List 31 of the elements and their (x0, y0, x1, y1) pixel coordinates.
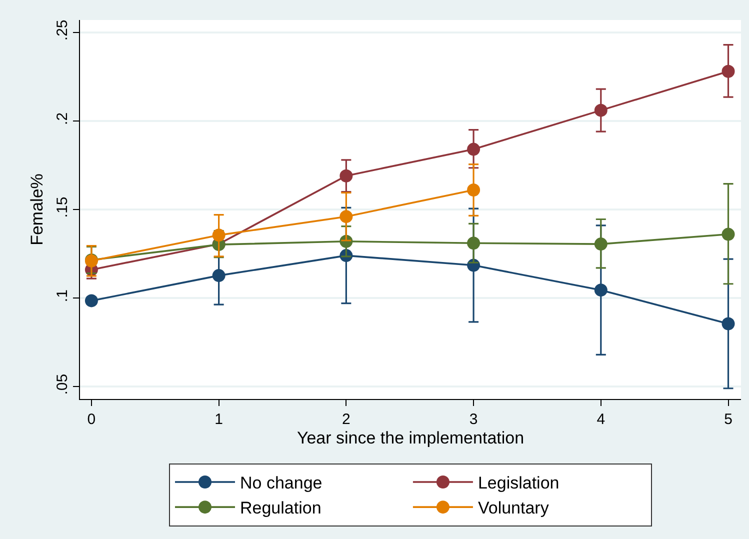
legend-label: No change (240, 474, 322, 493)
y-tick-label: .25 (54, 20, 71, 41)
point (594, 104, 608, 117)
point (340, 210, 353, 224)
y-tick-label: .1 (54, 290, 71, 302)
point (212, 269, 226, 282)
point (467, 184, 480, 197)
y-axis-title: Female% (28, 174, 47, 246)
point (84, 294, 98, 308)
point (722, 228, 735, 241)
x-tick-label: 5 (724, 411, 732, 428)
point (340, 169, 353, 182)
point (594, 238, 608, 251)
x-tick-label: 2 (342, 411, 350, 428)
legend-label: Legislation (478, 474, 560, 493)
x-tick-label: 4 (596, 411, 606, 428)
x-tick-label: 3 (469, 411, 478, 428)
point (212, 228, 226, 242)
point (467, 142, 480, 156)
point (467, 236, 480, 250)
y-tick-label: .05 (54, 374, 71, 395)
x-tick-label: 1 (214, 411, 223, 428)
x-axis-title: Year since the implementation (296, 428, 524, 448)
legend-label: Voluntary (478, 498, 550, 518)
point (594, 284, 608, 297)
point (722, 317, 735, 330)
x-tick-label: 0 (87, 411, 96, 428)
legend-label: Regulation (240, 498, 322, 518)
point (722, 64, 735, 78)
y-tick-label: .2 (54, 112, 71, 125)
y-tick-label: .15 (54, 196, 71, 218)
